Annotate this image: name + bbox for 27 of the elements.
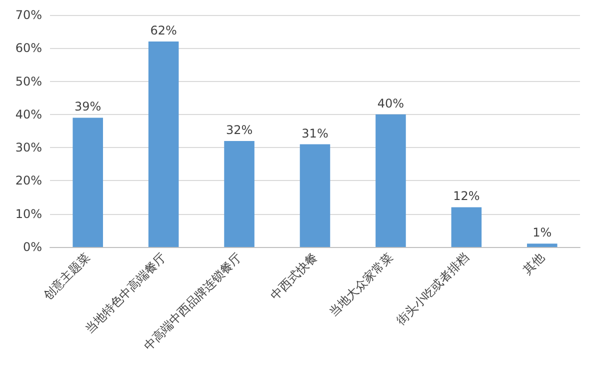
x-tick-label: 街头小吃或者排档 [394,250,472,328]
data-label: 40% [377,96,404,110]
data-label: 62% [150,24,177,38]
y-tick-label: 20% [15,174,42,188]
data-label: 31% [302,126,328,140]
bar [224,140,254,247]
y-tick-label: 70% [15,8,42,22]
x-tick-label: 其他 [520,250,548,277]
data-label: 12% [453,189,480,204]
data-label: 39% [74,100,102,114]
y-tick-label: 40% [15,107,42,122]
bar [376,114,406,247]
bar [72,118,103,247]
y-tick-label: 50% [15,74,42,88]
bar [527,244,558,247]
bar [300,144,330,247]
data-label: 32% [226,122,253,137]
y-tick-label: 0% [22,240,42,254]
y-tick-label: 60% [15,41,42,56]
y-tick-label: 10% [15,206,42,221]
x-tick-label: 当地大众家常菜 [326,250,396,320]
data-label: 1% [532,226,552,240]
bar [148,42,179,247]
bar [451,207,482,247]
x-tick-label: 中西式快餐 [268,250,320,302]
x-tick-label: 创意主题菜 [40,250,93,302]
y-tick-label: 30% [15,140,42,155]
